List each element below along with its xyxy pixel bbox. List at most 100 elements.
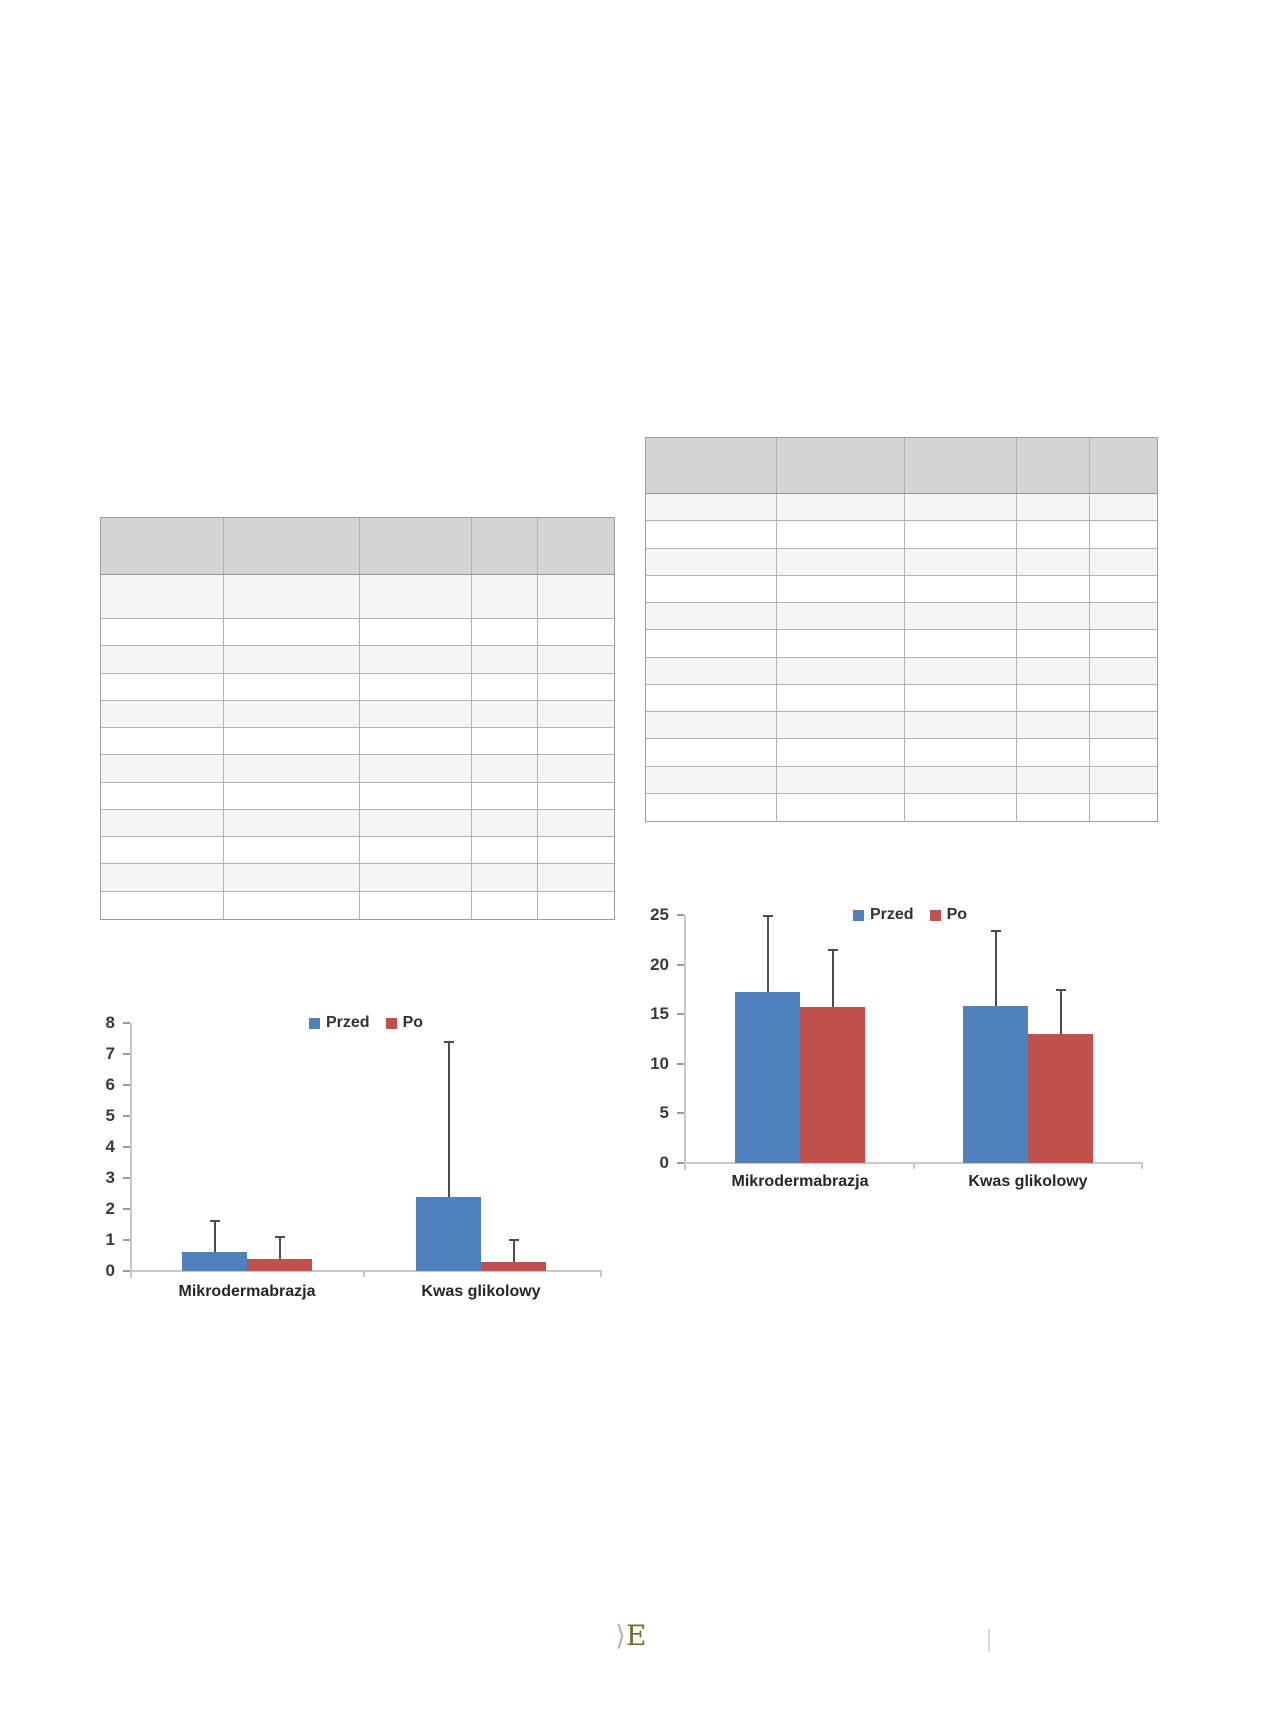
table-cell	[1017, 575, 1091, 602]
table-cell	[101, 755, 224, 782]
table-cell	[224, 575, 360, 618]
table-row	[646, 793, 1157, 821]
table-cell	[538, 810, 614, 836]
error-bar-po-1	[512, 1240, 515, 1262]
table-cell	[1017, 548, 1091, 575]
y-axis-tick	[123, 1084, 130, 1086]
y-tick-label: 1	[105, 1230, 115, 1249]
table-cell	[777, 712, 905, 739]
table-cell	[1017, 739, 1091, 766]
y-axis-tick	[677, 1112, 684, 1115]
footer-logo: ⟩E	[615, 1622, 646, 1651]
table-cell	[101, 809, 224, 837]
results-table-right	[645, 437, 1158, 822]
table-cell	[360, 891, 472, 919]
y-tick-label: 20	[650, 954, 669, 974]
table-cell	[360, 619, 472, 646]
table-row	[646, 712, 1157, 740]
table-row	[101, 782, 614, 810]
y-tick-label: 4	[105, 1137, 115, 1156]
table-cell	[905, 657, 1017, 684]
table-cell	[101, 837, 224, 864]
bar-po-1	[481, 1261, 546, 1271]
table-cell	[905, 684, 1017, 711]
table-cell	[777, 521, 905, 548]
table-row	[646, 657, 1157, 685]
table-cell	[646, 630, 778, 657]
legend-swatch-przed	[309, 1017, 320, 1029]
table-row	[101, 864, 614, 892]
y-axis-tick	[123, 1239, 130, 1241]
table-cell	[360, 809, 472, 837]
table-cell	[224, 646, 360, 673]
table-cell	[360, 755, 472, 782]
table-cell	[646, 766, 778, 793]
y-axis-tick	[123, 1270, 130, 1272]
table-cell	[224, 891, 360, 919]
table-row	[101, 728, 614, 756]
error-bar-cap-przed-1	[443, 1040, 454, 1043]
y-axis-tick	[677, 1013, 684, 1016]
legend-label-przed: Przed	[870, 906, 914, 923]
table-cell	[538, 837, 614, 863]
table-cell	[1017, 793, 1091, 821]
error-bar-cap-przed-0	[209, 1220, 220, 1223]
table-cell	[224, 864, 360, 891]
table-row	[646, 548, 1157, 576]
y-tick-label: 0	[105, 1261, 115, 1280]
table-cell	[224, 673, 360, 700]
table-cell	[101, 864, 224, 891]
bar-po-0	[800, 1007, 865, 1163]
table-cell	[1090, 521, 1157, 547]
y-axis-tick	[123, 1146, 130, 1148]
table-cell	[538, 892, 614, 919]
table-header-cell	[1017, 438, 1091, 493]
table-cell	[101, 673, 224, 700]
table-cell	[905, 603, 1017, 630]
table-cell	[224, 837, 360, 864]
y-axis-tick	[123, 1053, 130, 1055]
table-row	[101, 809, 614, 838]
table-cell	[1017, 494, 1091, 521]
table-row	[646, 575, 1157, 603]
table-cell	[1017, 657, 1091, 684]
table-cell	[777, 603, 905, 630]
table-cell	[538, 728, 614, 754]
table-header-cell	[646, 438, 778, 493]
table-cell	[538, 783, 614, 809]
y-tick-label: 15	[650, 1004, 669, 1024]
chart-legend: Przed Po	[309, 1015, 423, 1031]
table-cell	[538, 619, 614, 645]
table-cell	[777, 684, 905, 711]
table-cell	[777, 575, 905, 602]
error-bar-cap-po-0	[827, 948, 838, 951]
table-cell	[1017, 630, 1091, 657]
category-label-1: Kwas glikolowy	[968, 1173, 1088, 1190]
table-row	[646, 766, 1157, 794]
y-axis-line	[684, 915, 686, 1170]
table-cell	[472, 700, 539, 728]
error-bar-po-0	[278, 1236, 281, 1259]
error-bar-cap-po-1	[508, 1239, 519, 1241]
table-header-cell	[360, 518, 472, 574]
table-cell	[472, 864, 539, 891]
table-cell	[905, 521, 1017, 548]
table-cell	[905, 548, 1017, 575]
table-cell	[472, 728, 539, 755]
table-cell	[101, 575, 224, 618]
table-row	[101, 755, 614, 783]
table-cell	[101, 646, 224, 673]
table-cell	[472, 837, 539, 864]
error-bar-po-0	[831, 949, 834, 1008]
table-cell	[101, 619, 224, 646]
table-cell	[1017, 684, 1091, 711]
legend-swatch-po	[385, 1017, 397, 1029]
table-cell	[777, 739, 905, 766]
table-cell	[538, 575, 614, 618]
legend-label-po: Po	[946, 906, 968, 923]
x-axis-tick	[600, 1271, 602, 1277]
bar-przed-1	[416, 1196, 481, 1271]
results-table-left	[100, 517, 615, 920]
table-cell	[472, 673, 539, 700]
